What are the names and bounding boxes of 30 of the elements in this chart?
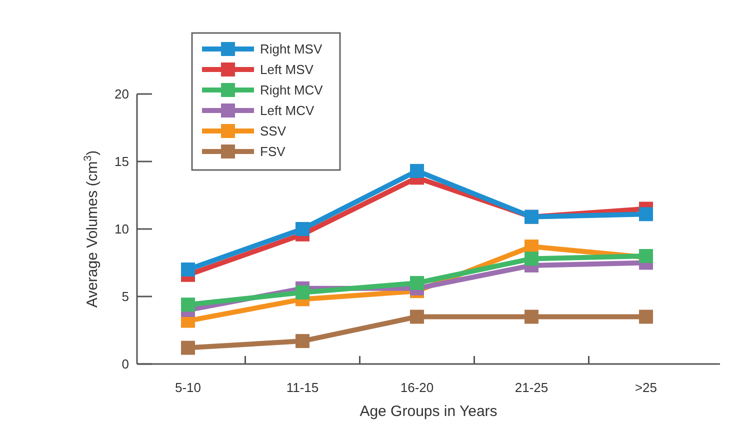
- point: [181, 298, 195, 312]
- legend-label: Left MCV: [260, 103, 315, 118]
- legend-label: FSV: [260, 144, 286, 160]
- legend-label: Right MCV: [260, 82, 324, 98]
- legend-label: Left MSV: [260, 62, 314, 78]
- point: [524, 310, 538, 324]
- point: [524, 252, 538, 266]
- legend-label: Right MSV: [260, 42, 322, 57]
- point: [410, 310, 424, 324]
- point: [639, 207, 653, 222]
- point: [181, 340, 195, 355]
- point: [296, 285, 310, 300]
- x-axis-title: Age Groups in Years: [360, 403, 498, 420]
- x-tick-label: 16-20: [400, 380, 434, 395]
- y-tick-label: 5: [122, 289, 129, 304]
- x-tick-label: 11-15: [286, 380, 319, 395]
- point: [639, 310, 653, 324]
- x-tick-label: 21-25: [514, 380, 548, 395]
- y-tick-label: 10: [114, 222, 129, 237]
- point: [181, 262, 195, 276]
- legend-label: SSV: [260, 124, 286, 139]
- y-tick-label: 15: [114, 154, 129, 170]
- x-tick-label: >25: [634, 380, 658, 395]
- point: [410, 164, 424, 178]
- point: [296, 334, 310, 348]
- point: [296, 222, 310, 236]
- x-tick-label: 5-10: [174, 380, 202, 395]
- y-tick-label: 20: [114, 86, 129, 102]
- point: [410, 276, 424, 290]
- y-tick-label: 0: [122, 356, 129, 372]
